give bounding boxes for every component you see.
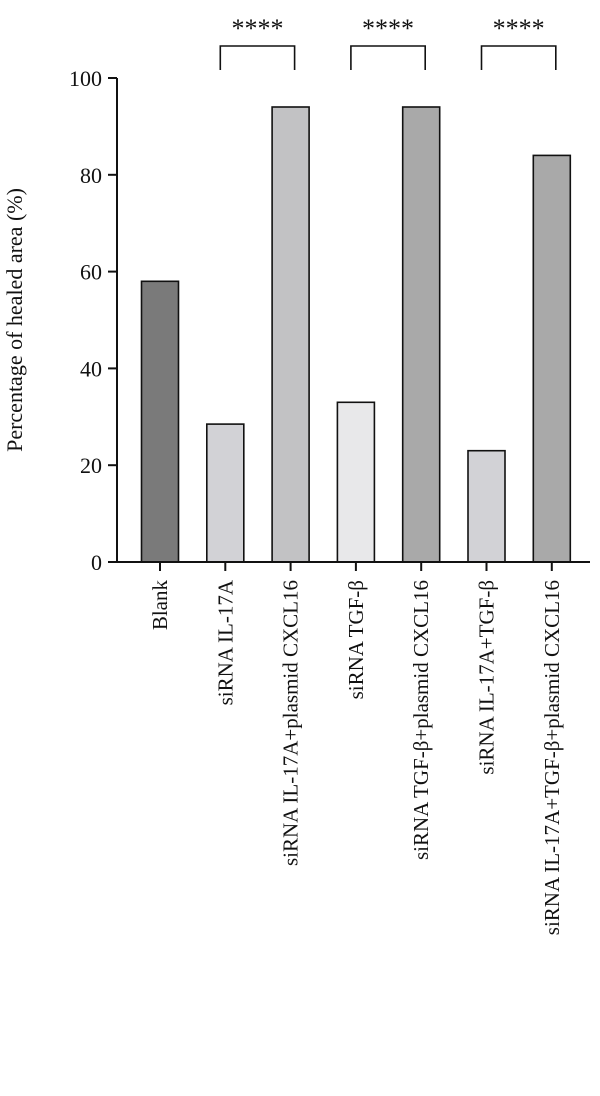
y-tick-label-20: 20 [80,453,102,478]
significance-label-2: **** [493,14,545,43]
bar-6 [532,154,572,563]
y-tick-label-80: 80 [80,163,102,188]
y-tick-label-60: 60 [80,260,102,285]
significance-bracket-2 [480,45,557,70]
category-labels: Blank siRNA IL-17A siRNA IL-17A+plasmid CX… [148,579,564,935]
y-tick-label-100: 100 [69,66,102,91]
bar-0 [140,280,180,563]
significance-bracket-0 [219,45,296,70]
bars-group [140,106,572,563]
bar-5 [467,449,506,563]
bar-2 [271,106,310,563]
category-label-0: Blank [148,580,172,631]
category-label-2: siRNA IL-17A+plasmid CXCL16 [279,580,303,866]
significance-label-0: **** [232,14,284,43]
significance-brackets: **** **** **** [219,14,557,70]
y-axis: 0 20 40 60 80 100 [69,66,118,575]
bar-3 [336,401,376,563]
y-tick-label-40: 40 [80,356,102,381]
category-label-5: siRNA IL-17A+TGF-β [475,580,499,775]
category-label-4: siRNA TGF-β+plasmid CXCL16 [409,580,433,860]
bar-1 [206,423,245,563]
bar-4 [401,106,441,563]
y-axis-title-group: Percentage of healed area (%) [2,188,27,452]
category-label-1: siRNA IL-17A [213,579,237,705]
category-label-6: siRNA IL-17A+TGF-β+plasmid CXCL16 [540,580,564,935]
y-axis-title: Percentage of healed area (%) [2,188,27,452]
significance-label-1: **** [362,14,414,43]
x-axis [117,561,590,571]
significance-bracket-1 [350,45,427,70]
category-label-3: siRNA TGF-β [344,580,368,699]
y-tick-label-0: 0 [91,550,102,575]
